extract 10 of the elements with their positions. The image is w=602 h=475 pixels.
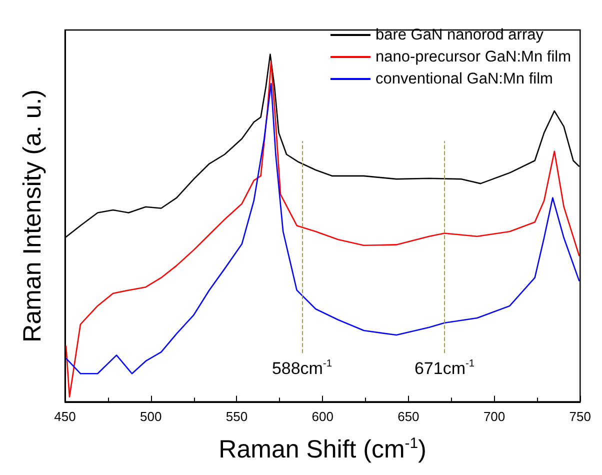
x-tick-label: 550 [226,408,248,424]
x-tick-label: 650 [398,408,420,424]
x-tick-label: 700 [483,408,506,424]
x-tick-label: 500 [140,408,162,424]
legend-label: conventional GaN:Mn film [375,70,553,88]
x-tick-label: 600 [312,408,334,424]
legend-label: nano-precursor GaN:Mn film [375,48,572,66]
y-axis-title: Raman Intensity (a. u.) [18,89,46,342]
x-tick-label: 450 [54,408,76,424]
x-tick-label: 750 [569,408,592,424]
